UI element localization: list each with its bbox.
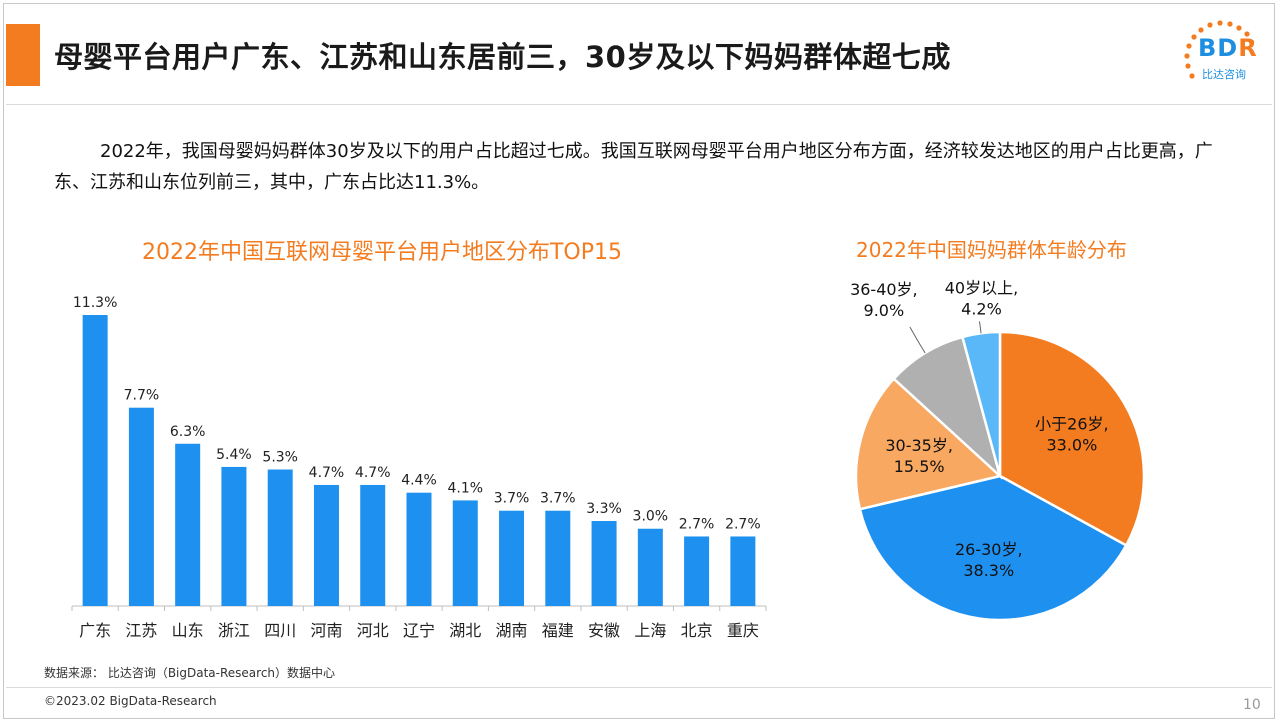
category-label: 江苏 [125,621,157,640]
bar-辽宁 [406,492,432,606]
category-label: 安徽 [588,621,620,640]
bar-value-label: 4.7% [309,465,345,481]
bar-value-label: 11.3% [73,295,117,311]
page-number: 10 [1243,697,1261,713]
bar-value-label: 3.3% [586,501,622,517]
category-label: 河南 [310,621,342,640]
bar-河北 [360,484,386,606]
bdr-logo: BDR 比达咨询 [1178,16,1260,94]
logo-wordmark: BDR [1198,34,1258,62]
bar-四川 [267,469,293,606]
footer-divider [6,687,1272,688]
category-label: 四川 [264,621,296,640]
bar-value-label: 5.3% [262,450,298,466]
bar-福建 [545,510,571,606]
pie-slice-value: 15.5% [894,457,945,476]
pie-slice-value: 9.0% [864,301,905,320]
title-divider [6,104,1272,105]
bar-value-label: 7.7% [124,388,160,404]
pie-slice-label: 小于26岁, [1035,414,1108,433]
copyright-text: ©2023.02 BigData-Research [44,694,217,708]
bar-安徽 [591,521,617,606]
bar-重庆 [730,536,756,606]
pie-slice-label: 40岁以上, [945,278,1018,297]
category-label: 北京 [681,621,713,640]
bar-value-label: 5.4% [216,447,252,463]
bar-浙江 [221,466,247,606]
intro-paragraph: 2022年，我国母婴妈妈群体30岁及以下的用户占比超过七成。我国互联网母婴平台用… [54,136,1234,198]
slide-frame [3,3,1275,719]
bar-chart-title: 2022年中国互联网母婴平台用户地区分布TOP15 [142,240,623,265]
bar-上海 [637,528,663,606]
bar-value-label: 6.3% [170,424,206,440]
bar-湖北 [452,500,478,606]
pie-slice-小于26岁 [998,330,1146,548]
category-label: 河北 [357,621,389,640]
category-label: 辽宁 [403,621,435,640]
category-label: 上海 [634,621,666,640]
data-source-note: 数据来源： 比达咨询（BigData-Research）数据中心 [44,666,336,680]
category-label: 山东 [172,621,204,640]
region-bar-chart: 11.3% 广东 7.7% 江苏 6.3% 山东 5.4% 浙江 5.3% 四川 4.7% 河南 4.7… [71,295,767,640]
bar-江苏 [128,407,154,606]
pie-slice-26-30岁 [858,474,1128,622]
pie-slice-36-40岁 [892,335,1003,480]
bar-value-label: 3.7% [494,491,530,507]
slide-title: 母婴平台用户广东、江苏和山东居前三，30岁及以下妈妈群体超七成 [54,40,951,74]
pie-slice-value: 38.3% [963,561,1014,580]
bar-湖南 [499,510,525,606]
pie-slice-40岁以上 [960,330,1002,477]
pie-slice-label: 36-40岁, [850,280,918,299]
bar-value-label: 3.7% [540,491,576,507]
pie-leader-line [978,321,982,334]
category-label: 湖南 [496,621,528,640]
bar-value-label: 4.1% [447,480,483,496]
pie-leader-line [909,326,926,354]
category-label: 广东 [79,621,111,640]
category-label: 福建 [542,621,574,640]
bar-山东 [175,443,201,606]
title-accent-bar [6,24,40,86]
bar-value-label: 2.7% [679,516,715,532]
category-label: 湖北 [449,621,481,640]
bar-value-label: 3.0% [633,509,669,525]
category-label: 浙江 [218,621,250,640]
age-pie-chart: 小于26岁, 33.0% 26-30岁, 38.3% 30-35岁, 15.5% 36-40… [850,278,1146,622]
pie-slice-value: 4.2% [961,299,1002,318]
pie-slice-30-35岁 [854,376,1003,511]
pie-chart-title: 2022年中国妈妈群体年龄分布 [856,238,1127,262]
logo-subtitle: 比达咨询 [1202,68,1246,81]
bar-value-label: 4.4% [401,473,437,489]
pie-slice-label: 26-30岁, [955,540,1023,559]
pie-slice-label: 30-35岁, [885,436,953,455]
intro-text: 2022年，我国母婴妈妈群体30岁及以下的用户占比超过七成。我国互联网母婴平台用… [54,141,1213,193]
pie-slice-value: 33.0% [1046,435,1097,454]
category-label: 重庆 [727,621,759,640]
bar-北京 [684,536,710,606]
bar-广东 [82,315,108,606]
bar-河南 [313,484,339,606]
bar-value-label: 2.7% [725,516,761,532]
logo-dots-icon [1184,20,1255,79]
bar-value-label: 4.7% [355,465,391,481]
